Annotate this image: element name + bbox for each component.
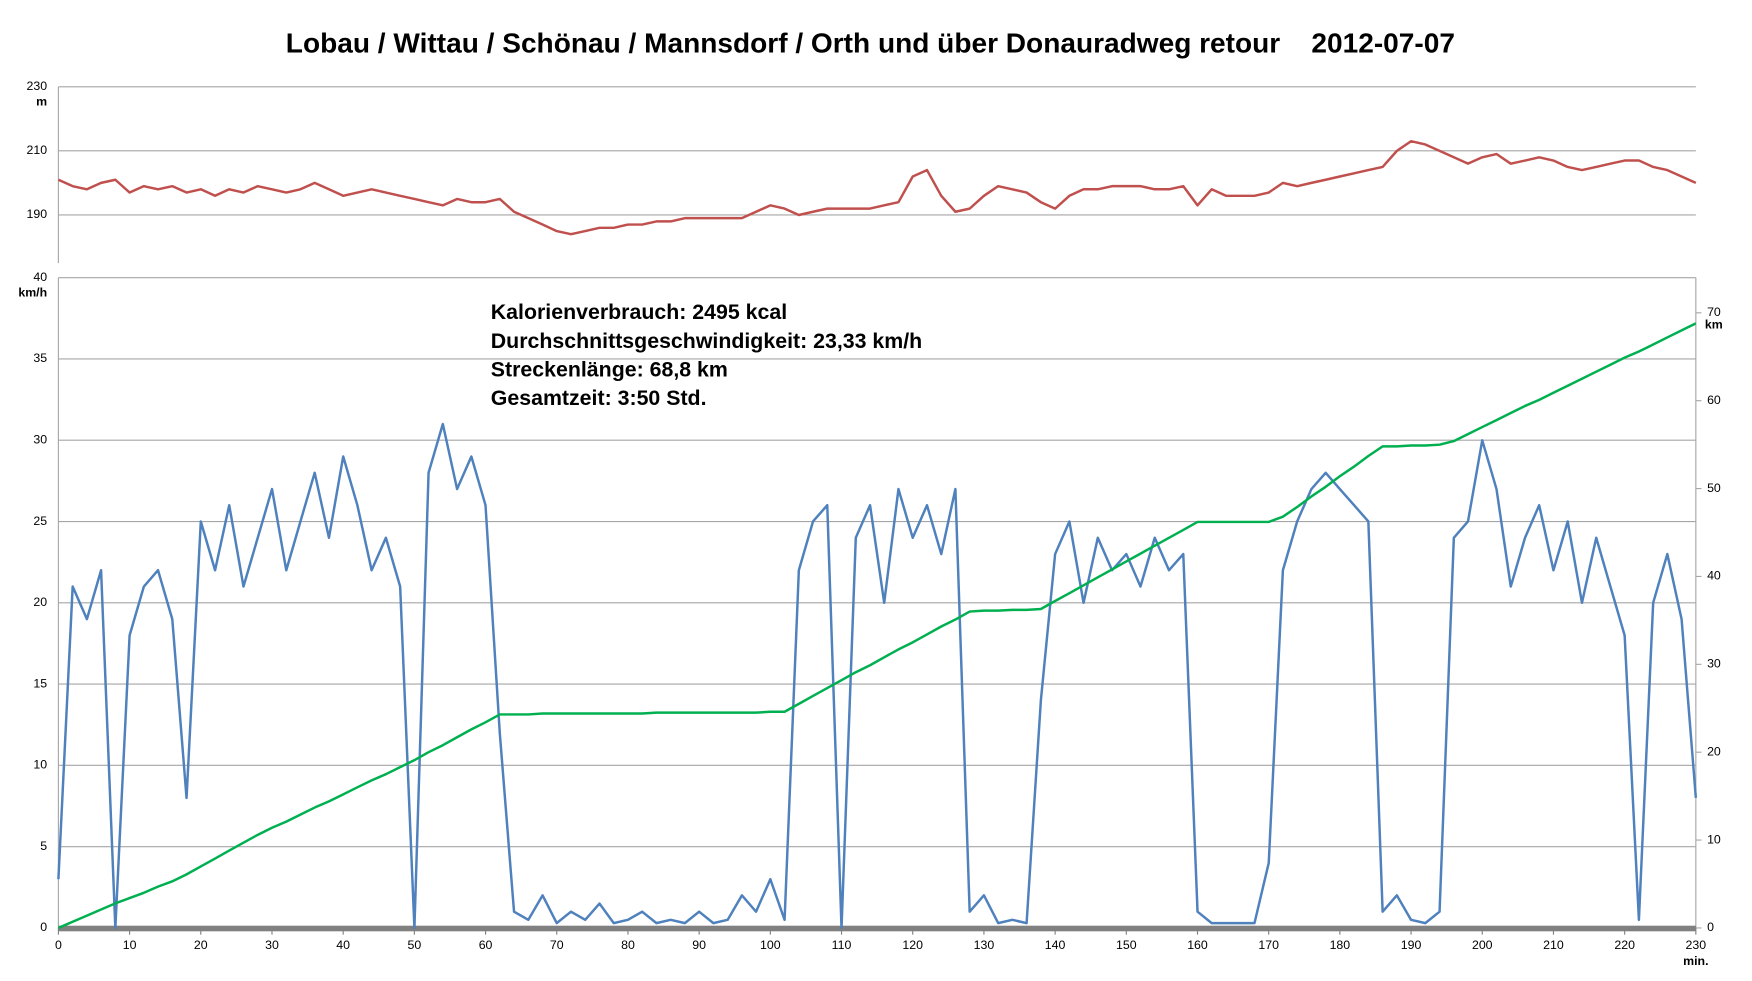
annotation: Durchschnittsgeschwindigkeit: 23,33 km/h xyxy=(491,329,922,353)
y-tick-label: 30 xyxy=(33,433,47,447)
y2-tick-label: 30 xyxy=(1707,657,1721,671)
y2-tick-label: 10 xyxy=(1707,832,1721,846)
y-tick-label: 10 xyxy=(33,758,47,772)
y-axis-label: m xyxy=(36,95,47,109)
data-line xyxy=(57,422,1698,930)
data-line xyxy=(57,139,1697,236)
x-tick-label: 200 xyxy=(1472,938,1493,952)
x-tick-label: 0 xyxy=(55,938,62,952)
y2-tick-label: 60 xyxy=(1707,393,1721,407)
annotation: Streckenlänge: 68,8 km xyxy=(491,358,728,382)
x-tick-label: 170 xyxy=(1258,938,1279,952)
y-tick-label: 0 xyxy=(40,920,47,934)
x-tick-label: 50 xyxy=(407,938,421,952)
y2-tick-label: 50 xyxy=(1707,481,1721,495)
y-tick-label: 230 xyxy=(27,79,48,93)
x-tick-label: 210 xyxy=(1543,938,1564,952)
y-tick-label: 210 xyxy=(27,143,48,157)
x-tick-label: 60 xyxy=(479,938,493,952)
annotation: Gesamtzeit: 3:50 Std. xyxy=(491,386,707,410)
x-tick-label: 110 xyxy=(832,938,852,952)
annotation: Kalorienverbrauch: 2495 kcal xyxy=(491,300,787,324)
y2-axis-label: km xyxy=(1705,317,1723,331)
x-axis xyxy=(58,925,1696,932)
x-tick-label: 10 xyxy=(123,938,137,952)
data-line xyxy=(57,322,1697,930)
y-tick-label: 20 xyxy=(33,595,47,609)
x-tick-label: 80 xyxy=(621,938,635,952)
x-tick-label: 40 xyxy=(336,938,350,952)
y2-tick-label: 0 xyxy=(1707,920,1714,934)
x-tick-label: 190 xyxy=(1401,938,1422,952)
x-tick-label: 120 xyxy=(902,938,923,952)
y2-tick-label: 70 xyxy=(1707,305,1721,319)
x-tick-label: 220 xyxy=(1614,938,1635,952)
x-tick-label: 130 xyxy=(974,938,995,952)
y-tick-label: 15 xyxy=(33,676,47,690)
x-tick-label: 160 xyxy=(1187,938,1208,952)
y-tick-label: 5 xyxy=(40,839,47,853)
x-tick-label: 180 xyxy=(1330,938,1351,952)
x-tick-label: 100 xyxy=(760,938,781,952)
x-tick-label: 70 xyxy=(550,938,564,952)
y-tick-label: 35 xyxy=(33,351,47,365)
x-tick-label: 90 xyxy=(692,938,706,952)
y-axis-label: km/h xyxy=(18,286,47,300)
y2-tick-label: 20 xyxy=(1707,744,1721,758)
x-tick-label: 230 xyxy=(1686,938,1707,952)
chart-title: Lobau / Wittau / Schönau / Mannsdorf / O… xyxy=(286,28,1455,59)
x-tick-label: 140 xyxy=(1045,938,1066,952)
x-axis-label: min. xyxy=(1683,954,1708,968)
x-tick-label: 150 xyxy=(1116,938,1137,952)
y-tick-label: 40 xyxy=(33,270,47,284)
x-tick-label: 30 xyxy=(265,938,279,952)
y-tick-label: 190 xyxy=(27,207,48,221)
y-tick-label: 25 xyxy=(33,514,47,528)
x-tick-label: 20 xyxy=(194,938,208,952)
y2-tick-label: 40 xyxy=(1707,569,1721,583)
